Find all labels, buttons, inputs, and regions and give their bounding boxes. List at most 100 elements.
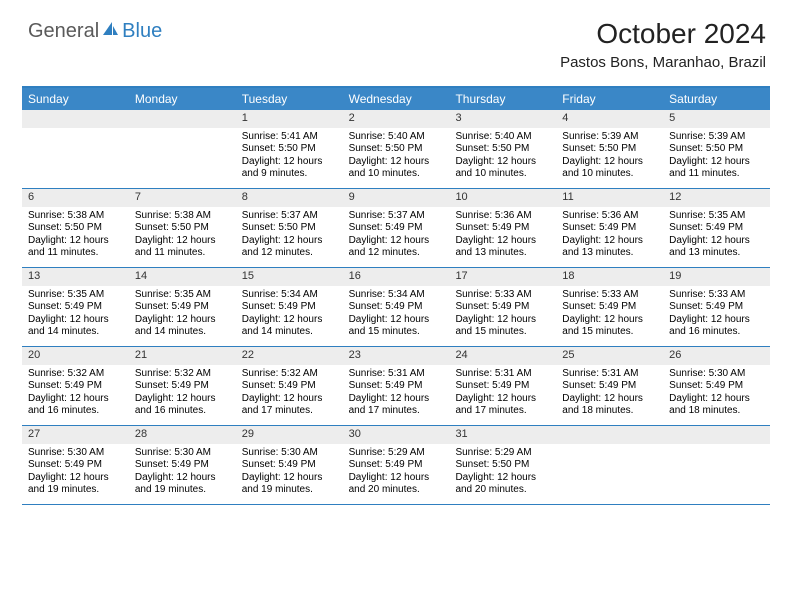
daylight-text: Daylight: 12 hours: [135, 393, 230, 406]
daylight-text: and 18 minutes.: [562, 405, 657, 418]
calendar-cell: 23Sunrise: 5:31 AMSunset: 5:49 PMDayligh…: [343, 347, 450, 425]
day-number: 18: [556, 268, 663, 286]
day-details: Sunrise: 5:37 AMSunset: 5:49 PMDaylight:…: [343, 207, 450, 264]
sunset-text: Sunset: 5:50 PM: [28, 222, 123, 235]
sunset-text: Sunset: 5:49 PM: [562, 222, 657, 235]
day-details: Sunrise: 5:35 AMSunset: 5:49 PMDaylight:…: [663, 207, 770, 264]
calendar-cell: 20Sunrise: 5:32 AMSunset: 5:49 PMDayligh…: [22, 347, 129, 425]
day-number: 1: [236, 110, 343, 128]
daylight-text: and 15 minutes.: [455, 326, 550, 339]
daylight-text: and 20 minutes.: [455, 484, 550, 497]
daylight-text: Daylight: 12 hours: [28, 393, 123, 406]
calendar-cell: 1Sunrise: 5:41 AMSunset: 5:50 PMDaylight…: [236, 110, 343, 188]
sunrise-text: Sunrise: 5:32 AM: [242, 368, 337, 381]
sunset-text: Sunset: 5:50 PM: [349, 143, 444, 156]
daylight-text: Daylight: 12 hours: [455, 393, 550, 406]
daylight-text: Daylight: 12 hours: [135, 472, 230, 485]
month-title: October 2024: [560, 18, 766, 50]
day-number: 8: [236, 189, 343, 207]
sunrise-text: Sunrise: 5:32 AM: [28, 368, 123, 381]
sunrise-text: Sunrise: 5:36 AM: [455, 210, 550, 223]
weekday-header: Friday: [556, 88, 663, 110]
calendar-cell: [556, 426, 663, 504]
sunset-text: Sunset: 5:49 PM: [135, 301, 230, 314]
calendar-cell: [663, 426, 770, 504]
calendar-cell: [22, 110, 129, 188]
calendar-cell: 6Sunrise: 5:38 AMSunset: 5:50 PMDaylight…: [22, 189, 129, 267]
sunset-text: Sunset: 5:50 PM: [455, 143, 550, 156]
daylight-text: Daylight: 12 hours: [562, 314, 657, 327]
day-number: 9: [343, 189, 450, 207]
daylight-text: Daylight: 12 hours: [242, 314, 337, 327]
calendar-cell: 21Sunrise: 5:32 AMSunset: 5:49 PMDayligh…: [129, 347, 236, 425]
logo-sail-icon: [101, 20, 119, 43]
header: October 2024 Pastos Bons, Maranhao, Braz…: [560, 18, 766, 71]
day-number: 5: [663, 110, 770, 128]
day-number: [129, 110, 236, 128]
day-details: Sunrise: 5:37 AMSunset: 5:50 PMDaylight:…: [236, 207, 343, 264]
day-details: Sunrise: 5:38 AMSunset: 5:50 PMDaylight:…: [22, 207, 129, 264]
sunrise-text: Sunrise: 5:34 AM: [242, 289, 337, 302]
sunrise-text: Sunrise: 5:39 AM: [562, 131, 657, 144]
day-details: Sunrise: 5:40 AMSunset: 5:50 PMDaylight:…: [449, 128, 556, 185]
logo-text-blue: Blue: [122, 20, 162, 43]
calendar-cell: 28Sunrise: 5:30 AMSunset: 5:49 PMDayligh…: [129, 426, 236, 504]
day-details: Sunrise: 5:39 AMSunset: 5:50 PMDaylight:…: [556, 128, 663, 185]
daylight-text: Daylight: 12 hours: [349, 472, 444, 485]
sunset-text: Sunset: 5:49 PM: [28, 459, 123, 472]
calendar-week: 1Sunrise: 5:41 AMSunset: 5:50 PMDaylight…: [22, 110, 770, 189]
day-details: Sunrise: 5:36 AMSunset: 5:49 PMDaylight:…: [449, 207, 556, 264]
sunset-text: Sunset: 5:49 PM: [562, 380, 657, 393]
sunset-text: Sunset: 5:49 PM: [28, 380, 123, 393]
sunrise-text: Sunrise: 5:33 AM: [455, 289, 550, 302]
calendar-cell: 31Sunrise: 5:29 AMSunset: 5:50 PMDayligh…: [449, 426, 556, 504]
daylight-text: Daylight: 12 hours: [455, 472, 550, 485]
sunset-text: Sunset: 5:49 PM: [349, 301, 444, 314]
sunrise-text: Sunrise: 5:32 AM: [135, 368, 230, 381]
sunset-text: Sunset: 5:49 PM: [28, 301, 123, 314]
weekday-header: Thursday: [449, 88, 556, 110]
daylight-text: Daylight: 12 hours: [669, 393, 764, 406]
day-details: Sunrise: 5:34 AMSunset: 5:49 PMDaylight:…: [236, 286, 343, 343]
daylight-text: Daylight: 12 hours: [562, 393, 657, 406]
day-number: 19: [663, 268, 770, 286]
sunset-text: Sunset: 5:50 PM: [135, 222, 230, 235]
calendar-cell: [129, 110, 236, 188]
sunset-text: Sunset: 5:50 PM: [562, 143, 657, 156]
day-details: Sunrise: 5:30 AMSunset: 5:49 PMDaylight:…: [236, 444, 343, 501]
daylight-text: Daylight: 12 hours: [455, 156, 550, 169]
calendar-cell: 8Sunrise: 5:37 AMSunset: 5:50 PMDaylight…: [236, 189, 343, 267]
daylight-text: Daylight: 12 hours: [135, 314, 230, 327]
daylight-text: and 15 minutes.: [349, 326, 444, 339]
day-number: 14: [129, 268, 236, 286]
sunset-text: Sunset: 5:50 PM: [242, 222, 337, 235]
day-number: 27: [22, 426, 129, 444]
sunrise-text: Sunrise: 5:40 AM: [349, 131, 444, 144]
sunset-text: Sunset: 5:49 PM: [455, 301, 550, 314]
daylight-text: and 11 minutes.: [669, 168, 764, 181]
daylight-text: Daylight: 12 hours: [135, 235, 230, 248]
sunrise-text: Sunrise: 5:30 AM: [135, 447, 230, 460]
day-number: 6: [22, 189, 129, 207]
weekday-header: Wednesday: [343, 88, 450, 110]
calendar-week: 20Sunrise: 5:32 AMSunset: 5:49 PMDayligh…: [22, 347, 770, 426]
calendar-cell: 10Sunrise: 5:36 AMSunset: 5:49 PMDayligh…: [449, 189, 556, 267]
sunrise-text: Sunrise: 5:36 AM: [562, 210, 657, 223]
calendar-cell: 13Sunrise: 5:35 AMSunset: 5:49 PMDayligh…: [22, 268, 129, 346]
day-number: 17: [449, 268, 556, 286]
daylight-text: Daylight: 12 hours: [349, 393, 444, 406]
day-number: 12: [663, 189, 770, 207]
calendar-cell: 19Sunrise: 5:33 AMSunset: 5:49 PMDayligh…: [663, 268, 770, 346]
calendar-cell: 2Sunrise: 5:40 AMSunset: 5:50 PMDaylight…: [343, 110, 450, 188]
sunrise-text: Sunrise: 5:35 AM: [135, 289, 230, 302]
calendar-cell: 17Sunrise: 5:33 AMSunset: 5:49 PMDayligh…: [449, 268, 556, 346]
daylight-text: and 13 minutes.: [562, 247, 657, 260]
daylight-text: Daylight: 12 hours: [242, 393, 337, 406]
daylight-text: and 18 minutes.: [669, 405, 764, 418]
calendar: SundayMondayTuesdayWednesdayThursdayFrid…: [22, 86, 770, 505]
day-number: [556, 426, 663, 444]
calendar-week: 27Sunrise: 5:30 AMSunset: 5:49 PMDayligh…: [22, 426, 770, 505]
day-details: Sunrise: 5:36 AMSunset: 5:49 PMDaylight:…: [556, 207, 663, 264]
sunrise-text: Sunrise: 5:33 AM: [669, 289, 764, 302]
sunset-text: Sunset: 5:49 PM: [349, 459, 444, 472]
